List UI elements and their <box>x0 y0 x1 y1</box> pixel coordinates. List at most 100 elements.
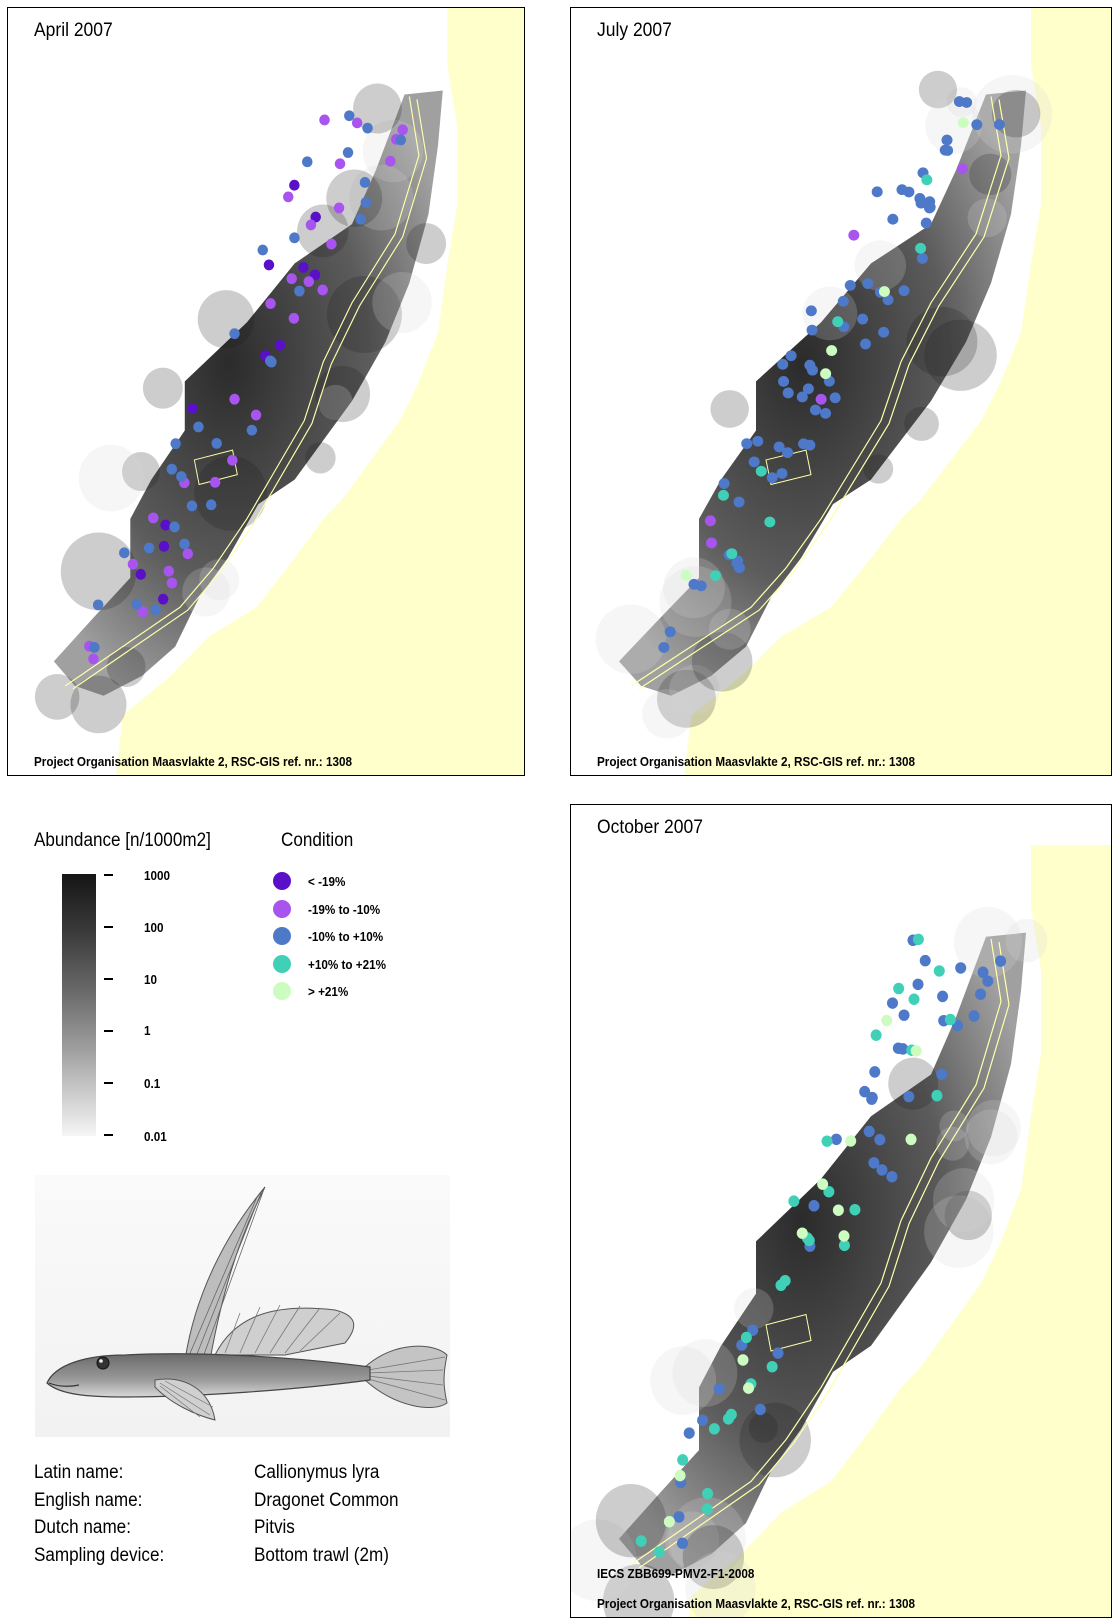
abundance-patch <box>326 169 383 227</box>
survey-station <box>887 213 899 225</box>
abundance-patch <box>685 1551 756 1617</box>
survey-station <box>193 421 204 433</box>
survey-station <box>755 465 767 477</box>
abundance-patch <box>932 1168 995 1233</box>
survey-station <box>92 599 104 611</box>
survey-station <box>912 933 924 946</box>
info-label: Latin name: <box>34 1462 124 1483</box>
survey-station <box>395 134 407 146</box>
survey-station <box>844 279 856 291</box>
condition-label: -19% to -10% <box>308 902 381 917</box>
survey-station <box>135 568 147 580</box>
survey-station <box>713 1383 725 1395</box>
survey-station <box>342 147 354 158</box>
info-value: Dragonet Common <box>254 1490 399 1511</box>
info-value: Pitvis <box>254 1517 295 1538</box>
survey-station <box>680 569 692 581</box>
land-shape <box>771 1511 891 1565</box>
map-canvas <box>571 845 1111 1617</box>
survey-station <box>169 521 180 533</box>
survey-station <box>897 1043 909 1055</box>
survey-station <box>820 407 832 419</box>
abundance-patch <box>854 240 907 291</box>
survey-station <box>148 512 159 524</box>
map-title: October 2007 <box>597 817 703 838</box>
survey-station <box>334 158 346 170</box>
abundance-patch <box>964 1109 1018 1165</box>
survey-station <box>898 1009 910 1021</box>
abundance-patch <box>682 1525 745 1590</box>
abundance-patch <box>182 567 230 617</box>
survey-station <box>859 1085 871 1098</box>
abundance-patch <box>362 119 424 183</box>
survey-station <box>740 1331 752 1344</box>
survey-station <box>673 1511 685 1523</box>
survey-station <box>664 626 676 638</box>
abundance-patch <box>1005 918 1048 963</box>
map-panel-october: October 2007 IECS ZBB699-PMV2-F1-2008 Pr… <box>570 804 1112 1618</box>
condition-swatch <box>273 927 291 945</box>
abundance-patch <box>197 290 255 349</box>
survey-station <box>874 1133 886 1146</box>
abundance-patch <box>315 365 371 423</box>
survey-station <box>893 982 905 995</box>
survey-station <box>936 1068 948 1080</box>
map-title: April 2007 <box>34 20 113 41</box>
survey-station <box>298 261 309 273</box>
survey-station <box>317 284 328 296</box>
abundance-patch <box>710 390 749 428</box>
survey-station <box>88 653 99 665</box>
survey-station <box>862 278 874 289</box>
survey-station <box>941 134 953 146</box>
survey-station <box>942 145 954 156</box>
survey-station <box>849 1203 861 1216</box>
survey-station <box>733 496 745 508</box>
survey-station <box>887 997 899 1009</box>
land-shape <box>160 700 295 740</box>
survey-station <box>815 393 827 405</box>
survey-station <box>704 515 716 527</box>
shipping-route <box>65 96 420 687</box>
survey-station <box>697 1414 709 1427</box>
shipping-route <box>630 96 1002 687</box>
abundance-patch <box>734 1288 774 1330</box>
survey-station <box>748 456 760 468</box>
survey-station <box>876 1164 888 1176</box>
shipping-route <box>72 99 428 690</box>
survey-station <box>695 580 707 592</box>
survey-station <box>820 368 832 380</box>
survey-station <box>305 219 317 231</box>
survey-station <box>289 232 300 244</box>
survey-station <box>777 358 789 370</box>
scale-tick <box>104 1082 113 1084</box>
survey-station <box>186 500 198 512</box>
survey-station <box>882 294 894 306</box>
survey-station <box>788 1195 800 1207</box>
survey-station <box>772 1347 784 1359</box>
survey-station <box>957 117 969 129</box>
land-shape <box>731 700 871 740</box>
scale-tick <box>104 926 113 928</box>
survey-station <box>848 229 860 241</box>
scale-tick-label: 100 <box>144 920 164 935</box>
survey-station <box>779 1274 791 1287</box>
abundance-patch <box>669 664 720 715</box>
survey-station <box>257 244 269 256</box>
survey-station <box>289 179 300 191</box>
survey-station <box>937 990 949 1003</box>
survey-station <box>796 391 808 403</box>
survey-station <box>806 324 818 336</box>
survey-station <box>805 305 817 317</box>
survey-station <box>857 313 869 325</box>
survey-station <box>971 119 983 131</box>
abundance-legend-title: Abundance [n/1000m2] <box>34 830 211 851</box>
survey-station <box>187 402 198 414</box>
land-shape <box>688 845 1111 1617</box>
abundance-patch <box>78 444 144 512</box>
survey-station <box>726 548 738 560</box>
scale-tick-label: 0.01 <box>144 1129 167 1144</box>
survey-station <box>385 155 396 167</box>
abundance-patch <box>70 675 127 734</box>
survey-station <box>860 338 872 350</box>
survey-station <box>933 965 945 977</box>
